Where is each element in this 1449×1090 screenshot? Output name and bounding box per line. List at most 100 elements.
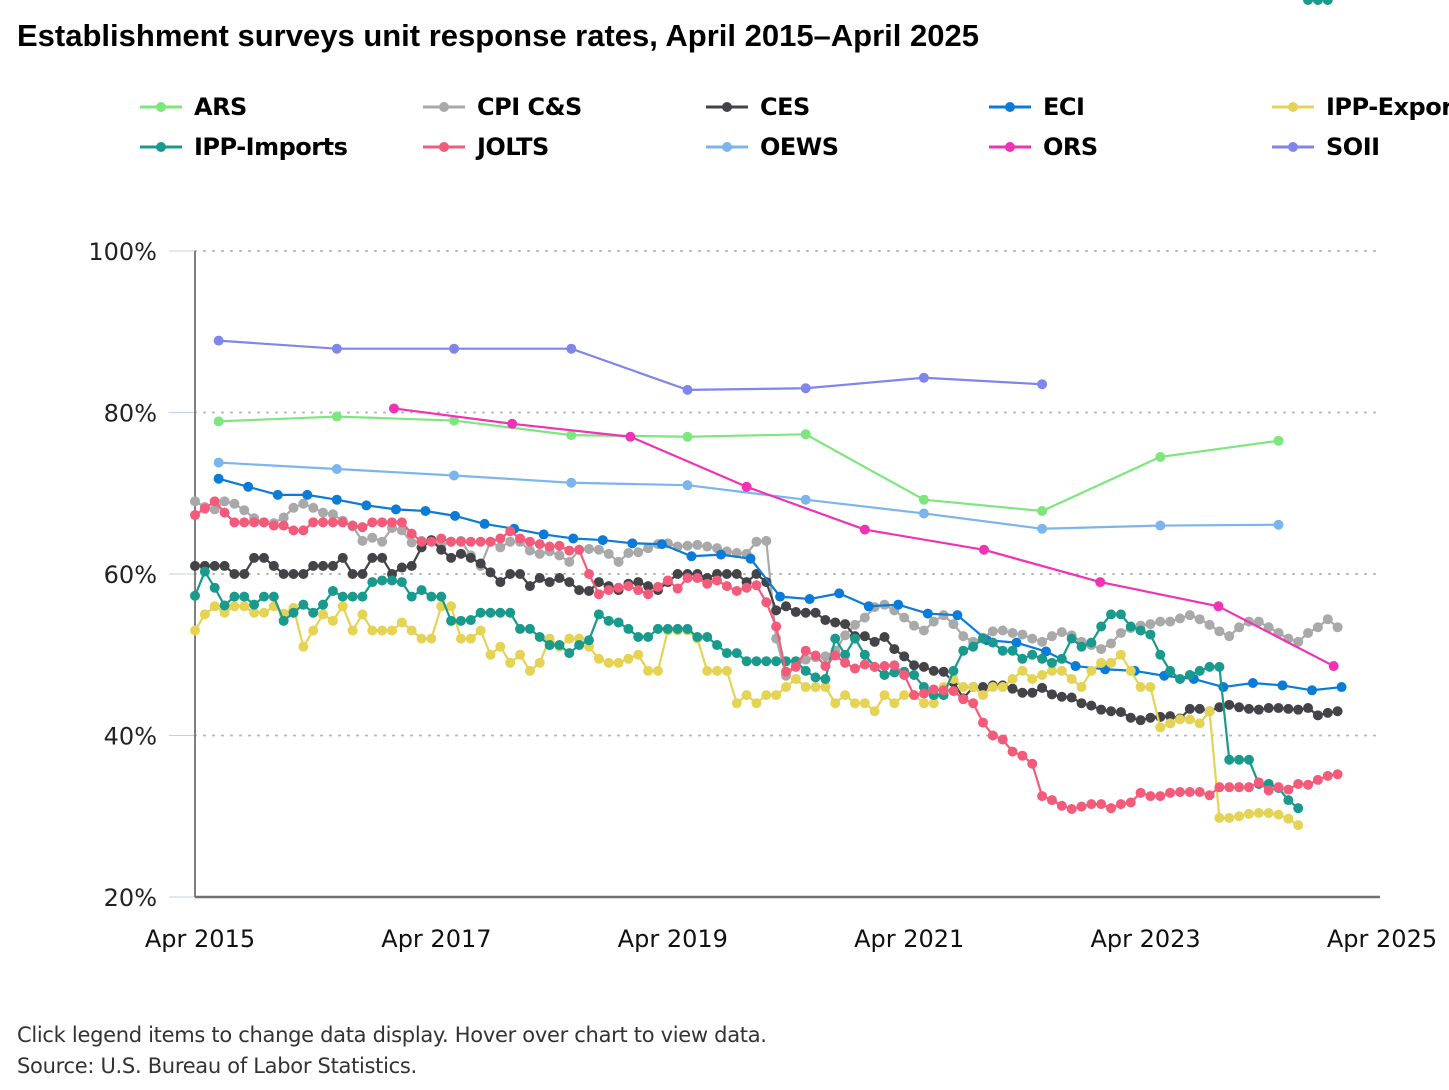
data-point[interactable] [515, 649, 526, 660]
data-point[interactable] [455, 615, 466, 626]
data-point[interactable] [190, 510, 200, 521]
data-point[interactable] [308, 625, 319, 636]
data-point[interactable] [387, 575, 397, 586]
legend-item-jolts[interactable]: JOLTS [423, 132, 549, 162]
legend-item-soii[interactable]: SOII [1272, 132, 1380, 162]
data-point[interactable] [781, 682, 791, 693]
data-point[interactable] [584, 543, 594, 554]
data-point[interactable] [1086, 700, 1097, 711]
data-point[interactable] [849, 663, 860, 674]
data-point[interactable] [298, 498, 309, 509]
data-point[interactable] [731, 585, 742, 596]
data-point[interactable] [219, 600, 230, 611]
data-point[interactable] [367, 625, 378, 636]
data-point[interactable] [1332, 706, 1343, 717]
data-point[interactable] [662, 575, 673, 586]
data-point[interactable] [997, 645, 1008, 656]
data-point[interactable] [390, 504, 401, 515]
data-point[interactable] [840, 657, 851, 668]
data-point[interactable] [426, 591, 437, 602]
data-point[interactable] [849, 698, 860, 709]
data-point[interactable] [337, 552, 348, 563]
data-point[interactable] [623, 653, 634, 664]
data-point[interactable] [564, 577, 575, 588]
data-point[interactable] [652, 665, 663, 676]
data-point[interactable] [662, 623, 673, 634]
data-point[interactable] [1046, 665, 1057, 676]
data-point[interactable] [1224, 631, 1235, 642]
data-point[interactable] [288, 569, 299, 579]
data-point[interactable] [268, 591, 279, 602]
data-point[interactable] [327, 585, 338, 596]
data-point[interactable] [987, 626, 998, 637]
data-point[interactable] [771, 605, 782, 616]
data-point[interactable] [1194, 718, 1205, 729]
data-point[interactable] [1253, 704, 1264, 715]
data-point[interactable] [1125, 712, 1136, 723]
data-point[interactable] [1037, 523, 1048, 534]
data-point[interactable] [745, 553, 756, 564]
data-point[interactable] [1070, 661, 1081, 672]
data-point[interactable] [1007, 645, 1018, 656]
data-point[interactable] [1322, 614, 1333, 625]
data-point[interactable] [741, 656, 752, 667]
data-point[interactable] [1145, 629, 1156, 640]
data-point[interactable] [209, 582, 220, 593]
data-point[interactable] [1224, 782, 1235, 793]
data-point[interactable] [258, 552, 269, 563]
data-point[interactable] [446, 601, 457, 612]
data-point[interactable] [249, 599, 260, 610]
data-point[interactable] [834, 588, 845, 599]
data-point[interactable] [396, 617, 407, 628]
data-point[interactable] [524, 536, 535, 547]
data-point[interactable] [465, 536, 476, 547]
data-point[interactable] [1007, 746, 1018, 757]
data-point[interactable] [278, 569, 289, 579]
data-point[interactable] [534, 631, 545, 642]
data-point[interactable] [1056, 665, 1067, 676]
data-point[interactable] [1076, 698, 1087, 709]
data-point[interactable] [1204, 706, 1215, 717]
data-point[interactable] [731, 698, 742, 709]
data-point[interactable] [1037, 791, 1048, 802]
data-point[interactable] [1175, 787, 1185, 798]
data-point[interactable] [1115, 707, 1126, 718]
data-point[interactable] [485, 607, 496, 618]
data-point[interactable] [239, 569, 250, 579]
data-point[interactable] [318, 599, 329, 610]
data-point[interactable] [1165, 718, 1176, 729]
data-point[interactable] [465, 552, 476, 563]
data-point[interactable] [1293, 636, 1304, 647]
data-point[interactable] [761, 577, 772, 588]
data-point[interactable] [1322, 0, 1333, 5]
data-point[interactable] [820, 661, 831, 672]
data-point[interactable] [1332, 622, 1343, 633]
data-point[interactable] [1332, 769, 1343, 780]
data-point[interactable] [1303, 703, 1314, 714]
data-point[interactable] [643, 543, 654, 554]
data-point[interactable] [928, 665, 939, 676]
data-point[interactable] [347, 520, 358, 531]
data-point[interactable] [1243, 703, 1254, 714]
data-point[interactable] [1253, 777, 1264, 788]
data-point[interactable] [308, 502, 319, 513]
data-point[interactable] [692, 631, 703, 642]
data-point[interactable] [613, 657, 624, 668]
series-jolts[interactable] [190, 496, 1343, 814]
data-point[interactable] [1155, 791, 1166, 802]
data-point[interactable] [948, 665, 959, 676]
data-point[interactable] [219, 496, 230, 507]
data-point[interactable] [377, 625, 388, 636]
data-point[interactable] [830, 633, 841, 644]
data-point[interactable] [869, 661, 880, 672]
data-point[interactable] [367, 532, 378, 543]
data-point[interactable] [603, 657, 614, 668]
data-point[interactable] [1312, 710, 1323, 721]
data-point[interactable] [190, 625, 200, 636]
data-point[interactable] [997, 734, 1008, 745]
data-point[interactable] [268, 520, 279, 531]
data-point[interactable] [1234, 702, 1245, 713]
data-point[interactable] [396, 577, 407, 588]
data-point[interactable] [1243, 808, 1254, 819]
data-point[interactable] [1066, 803, 1077, 814]
